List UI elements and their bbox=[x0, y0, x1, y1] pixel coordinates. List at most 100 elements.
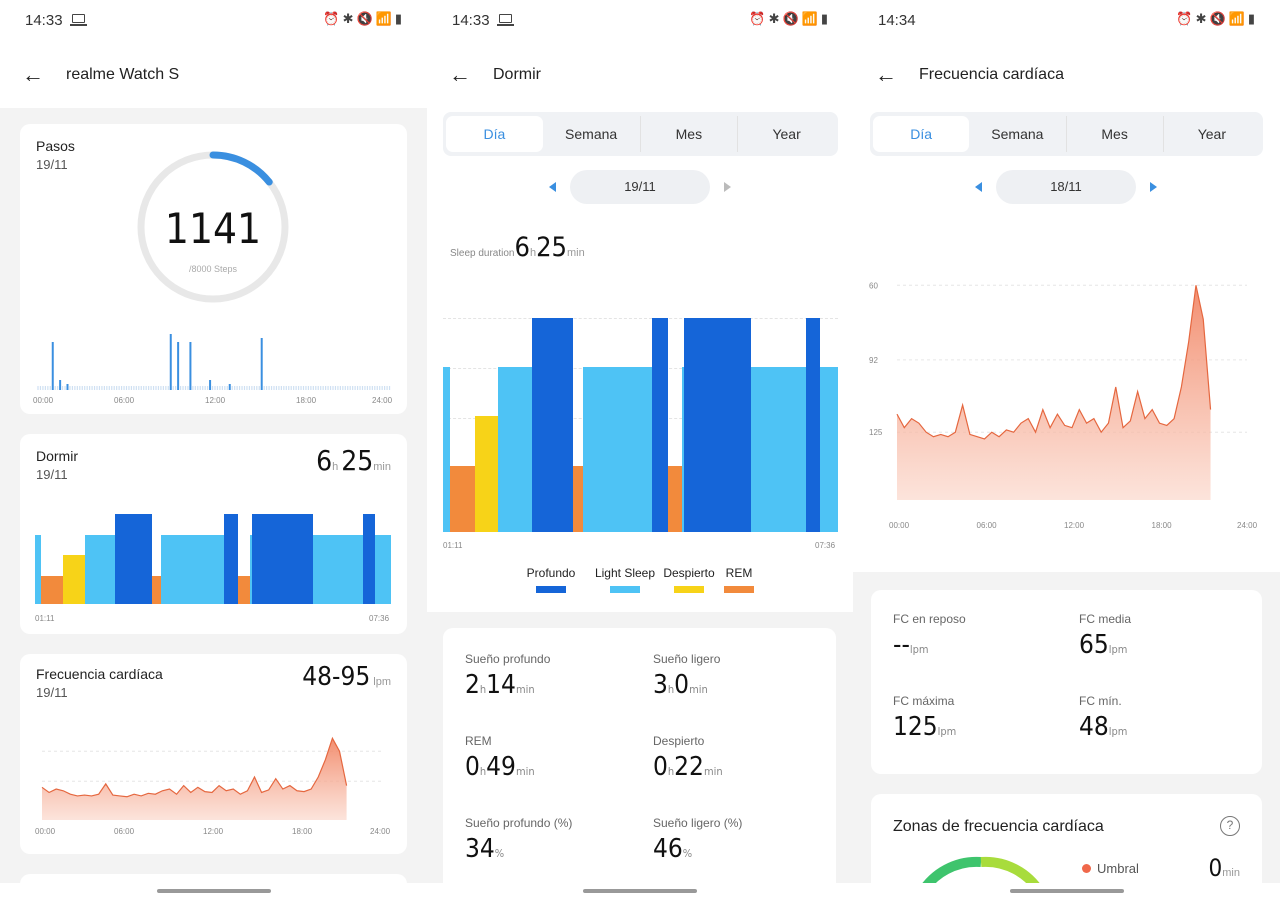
x-tick-label: 12:00 bbox=[1064, 521, 1085, 530]
steps-label: Pasos bbox=[36, 138, 75, 154]
stat-deep-label: Sueño profundo bbox=[465, 652, 551, 666]
tab-week[interactable]: Semana bbox=[543, 116, 641, 152]
legend-rem: REM bbox=[717, 566, 761, 593]
heart-rate-area bbox=[897, 285, 1211, 500]
tab-year[interactable]: Year bbox=[772, 126, 801, 142]
tab-year[interactable]: Year bbox=[1197, 126, 1227, 142]
heart-rate-chart: 125 92 60 00:00 06:00 12:00 18:00 24:00 bbox=[869, 281, 1257, 530]
home-handle[interactable] bbox=[583, 889, 697, 893]
tab-month[interactable]: Mes bbox=[641, 116, 739, 152]
stat-light-pct-label: Sueño ligero (%) bbox=[653, 816, 743, 830]
home-handle[interactable] bbox=[1009, 889, 1124, 893]
sleep-stage-light bbox=[751, 367, 807, 532]
heart-card[interactable]: Frecuencia cardíaca 19/11 48-95 lpm 00:00… bbox=[20, 654, 407, 854]
tab-day[interactable]: Día bbox=[873, 116, 970, 152]
heart-rate-area bbox=[42, 738, 347, 820]
sleep-stage-light bbox=[498, 367, 532, 532]
sleep-stage-deep bbox=[223, 514, 238, 604]
back-arrow-icon[interactable]: ← bbox=[875, 62, 897, 87]
legend-awake-swatch bbox=[674, 586, 704, 593]
date-selector[interactable]: 18/11 bbox=[996, 170, 1136, 204]
x-tick-label: 24:00 bbox=[1237, 521, 1257, 530]
status-bar: 14:33 ⏰✱🔇📶▮ bbox=[0, 0, 427, 42]
tab-week[interactable]: Semana bbox=[969, 116, 1067, 152]
sleep-hours: 6 bbox=[316, 444, 333, 477]
page-title: realme Watch S bbox=[66, 66, 180, 83]
legend-light-swatch bbox=[610, 586, 640, 593]
stat-min-label: FC mín. bbox=[1079, 694, 1122, 708]
heart-range: 48-95 lpm bbox=[302, 662, 391, 692]
x-tick-label: 00:00 bbox=[889, 521, 910, 530]
steps-axis-4: 24:00 bbox=[372, 396, 393, 405]
stat-light-h-unit: h bbox=[667, 683, 675, 696]
sleep-stage-rem bbox=[668, 465, 682, 532]
stat-deep-pct-value: 34 bbox=[465, 834, 495, 864]
date-selector[interactable]: 19/11 bbox=[570, 170, 710, 204]
legend-rem-swatch bbox=[724, 586, 754, 593]
tab-day[interactable]: Día bbox=[446, 116, 543, 152]
steps-axis-1: 06:00 bbox=[114, 396, 135, 405]
sleep-date: 19/11 bbox=[36, 467, 68, 482]
status-time: 14:33 bbox=[452, 12, 490, 29]
sleep-stage-deep bbox=[115, 514, 153, 604]
y-tick-label: 92 bbox=[869, 356, 878, 365]
sleep-hours: 6 bbox=[514, 232, 530, 263]
legend-awake-label: Despierto bbox=[663, 566, 715, 580]
nav-bar bbox=[427, 883, 853, 901]
laptop-icon bbox=[70, 14, 87, 26]
back-arrow-icon[interactable]: ← bbox=[22, 62, 44, 87]
prev-date-icon[interactable] bbox=[975, 182, 982, 192]
zone-dot-icon bbox=[1082, 864, 1091, 873]
steps-progress-ring bbox=[137, 151, 289, 303]
status-icons: ⏰✱🔇📶▮ bbox=[1176, 11, 1258, 26]
page-title: Frecuencia cardíaca bbox=[919, 66, 1064, 83]
sleep-stage-chart bbox=[443, 318, 838, 532]
sleep-minutes: 25 bbox=[341, 444, 374, 477]
stat-resting-label: FC en reposo bbox=[893, 612, 966, 626]
sleep-hours-unit: h bbox=[332, 461, 339, 473]
stat-average-label: FC media bbox=[1079, 612, 1132, 626]
stat-deep-pct: Sueño profundo (%) 34% bbox=[465, 816, 572, 864]
sleep-card[interactable]: Dormir 19/11 6h 25min 01:11 07:36 bbox=[20, 434, 407, 634]
next-date-icon[interactable] bbox=[1150, 182, 1157, 192]
status-time: 14:34 bbox=[878, 12, 916, 29]
stat-average-unit: lpm bbox=[1108, 643, 1128, 656]
heart-axis-2: 12:00 bbox=[203, 827, 224, 836]
steps-goal: /8000 Steps bbox=[188, 264, 238, 274]
laptop-icon bbox=[497, 14, 514, 26]
sleep-stage-deep bbox=[531, 318, 574, 532]
phone-screen-overview: 14:33 ⏰✱🔇📶▮ ← realme Watch S Pasos 19/11… bbox=[0, 0, 427, 901]
tab-month[interactable]: Mes bbox=[1067, 116, 1164, 152]
status-icons: ⏰✱🔇📶▮ bbox=[749, 11, 831, 26]
stat-deep-pct-unit: % bbox=[494, 847, 505, 860]
period-tabs: Día Semana Mes Year bbox=[443, 112, 838, 156]
sleep-stage-light bbox=[681, 367, 684, 532]
sleep-stage-light bbox=[250, 534, 253, 604]
stat-light-pct-unit: % bbox=[682, 847, 693, 860]
next-date-icon[interactable] bbox=[724, 182, 731, 192]
stat-min: FC mín. 48lpm bbox=[1079, 694, 1127, 742]
sleep-axis-start: 01:11 bbox=[443, 541, 463, 550]
sleep-stage-light bbox=[820, 367, 838, 532]
prev-date-icon[interactable] bbox=[549, 182, 556, 192]
heart-mini-chart bbox=[41, 736, 382, 820]
stat-deep-h-unit: h bbox=[479, 683, 487, 696]
phone-screen-sleep: 14:33 ⏰✱🔇📶▮ ← Dormir Día Semana Mes Year… bbox=[427, 0, 853, 901]
sleep-stage-deep bbox=[252, 514, 313, 604]
stat-light-pct-value: 46 bbox=[653, 834, 683, 864]
stat-average: FC media 65lpm bbox=[1079, 612, 1131, 660]
sleep-minutes-unit: min bbox=[566, 247, 585, 259]
stat-rem-m-unit: min bbox=[515, 765, 535, 778]
back-arrow-icon[interactable]: ← bbox=[449, 62, 471, 87]
steps-card[interactable]: Pasos 19/11 1141 /8000 Steps 00:00 06:00… bbox=[20, 124, 407, 414]
sleep-stage-light bbox=[312, 534, 363, 604]
zone-value-number: 0 bbox=[1208, 854, 1223, 882]
stat-deep-pct-label: Sueño profundo (%) bbox=[465, 816, 573, 830]
sleep-mini-chart bbox=[35, 514, 391, 604]
sleep-label: Dormir bbox=[36, 448, 78, 464]
help-icon[interactable]: ? bbox=[1220, 816, 1240, 836]
sleep-stage-rem bbox=[237, 576, 251, 604]
stat-awake-label: Despierto bbox=[653, 734, 705, 748]
home-handle[interactable] bbox=[156, 889, 271, 893]
heart-range-value: 48-95 bbox=[302, 662, 371, 692]
